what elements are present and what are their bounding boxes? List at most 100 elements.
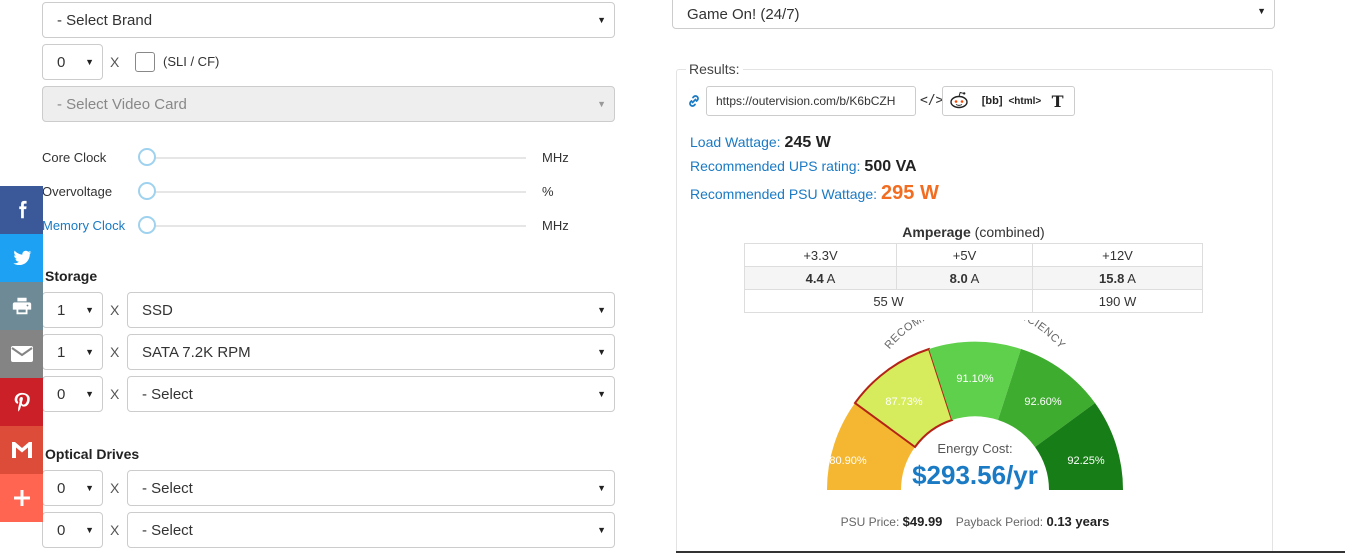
optical-2-qty-select[interactable]: 0 ▼ <box>42 512 103 548</box>
text-button[interactable]: T <box>1051 91 1064 111</box>
storage-3-type-value: - Select <box>142 385 193 403</box>
times-label: X <box>110 344 120 360</box>
chevron-down-icon: ▼ <box>597 483 606 493</box>
storage-1-qty-select[interactable]: 1 ▼ <box>42 292 103 328</box>
share-pinterest-button[interactable] <box>0 378 43 426</box>
chevron-down-icon: ▼ <box>85 525 94 535</box>
gauge-segment-2 <box>853 347 954 449</box>
psu-price-value: $49.99 <box>902 514 943 529</box>
chevron-down-icon: ▼ <box>597 389 606 399</box>
storage-2-qty-value: 1 <box>57 343 66 361</box>
energy-cost-value: $293.56/yr <box>912 460 1038 490</box>
optical-1-type-value: - Select <box>142 479 193 497</box>
chevron-down-icon: ▼ <box>85 483 94 493</box>
share-facebook-button[interactable] <box>0 186 43 234</box>
watts-12v-rail: 190 W <box>1032 289 1203 313</box>
load-wattage-label: Load Wattage: <box>690 134 781 150</box>
brand-select-value: - Select Brand <box>57 11 153 29</box>
chevron-down-icon: ▼ <box>1257 6 1266 16</box>
video-card-select[interactable]: - Select Video Card ▼ <box>42 86 615 122</box>
core-clock-handle[interactable] <box>138 148 156 166</box>
memory-clock-track[interactable] <box>146 225 526 227</box>
sli-checkbox[interactable] <box>135 52 155 72</box>
psu-wattage-value: 295 W <box>881 182 939 204</box>
storage-3-type-select[interactable]: - Select ▼ <box>127 376 615 412</box>
usage-select[interactable]: Game On! (24/7) ▼ <box>672 0 1275 29</box>
ups-rating-label: Recommended UPS rating: <box>690 158 861 174</box>
chevron-down-icon: ▼ <box>597 525 606 535</box>
more-icon <box>13 490 30 506</box>
gauge-label-1: 80.90% <box>829 455 867 467</box>
amp-unit: A <box>970 270 980 286</box>
chevron-down-icon: ▼ <box>85 347 94 357</box>
share-toolbar: [bb] <html> T <box>942 86 1075 116</box>
amperage-table: +3.3V +5V +12V 4.4 A 8.0 A 15.8 A 55 W 1… <box>744 243 1203 313</box>
chevron-down-icon: ▼ <box>85 389 94 399</box>
twitter-icon <box>12 250 32 266</box>
chevron-down-icon: ▼ <box>597 305 606 315</box>
times-label: X <box>110 386 120 402</box>
usage-select-value: Game On! (24/7) <box>687 5 800 23</box>
brand-select[interactable]: - Select Brand ▼ <box>42 2 615 38</box>
share-email-button[interactable] <box>0 330 43 378</box>
embed-code-icon[interactable]: </> <box>920 93 944 108</box>
share-gmail-button[interactable] <box>0 426 43 474</box>
psu-price-row: PSU Price: $49.99 Payback Period: 0.13 y… <box>690 514 1260 529</box>
efficiency-gauge: RECOMMENDED PSU EFFICIENCY 80.90% 87.73%… <box>826 320 1124 490</box>
storage-heading: Storage <box>45 268 98 284</box>
storage-3-qty-select[interactable]: 0 ▼ <box>42 376 103 412</box>
gpu-quantity-select[interactable]: 0 ▼ <box>42 44 103 80</box>
share-more-button[interactable] <box>0 474 43 522</box>
storage-1-type-select[interactable]: SSD ▼ <box>127 292 615 328</box>
rail-5v: +5V <box>896 243 1033 267</box>
overvoltage-track[interactable] <box>146 191 526 193</box>
share-twitter-button[interactable] <box>0 234 43 282</box>
memory-clock-handle[interactable] <box>138 216 156 234</box>
gauge-segment-3 <box>929 341 1021 420</box>
optical-1-type-select[interactable]: - Select ▼ <box>127 470 615 506</box>
amp-12v: 15.8 <box>1099 270 1125 286</box>
share-url-input[interactable]: https://outervision.com/b/K6bCZH <box>706 86 916 116</box>
memory-clock-label[interactable]: Memory Clock <box>42 218 126 233</box>
overvoltage-label: Overvoltage <box>42 184 113 199</box>
energy-cost-label: Energy Cost: <box>937 441 1013 456</box>
gauge-segment-4 <box>998 349 1095 447</box>
chevron-down-icon: ▼ <box>597 15 606 25</box>
reddit-button[interactable] <box>943 90 976 113</box>
payback-label: Payback Period: <box>955 515 1044 529</box>
core-clock-track[interactable] <box>146 157 526 159</box>
optical-1-qty-value: 0 <box>57 479 66 497</box>
load-wattage-value: 245 W <box>784 134 831 151</box>
core-clock-label: Core Clock <box>42 150 107 165</box>
times-label: X <box>110 480 120 496</box>
overvoltage-unit: % <box>542 184 554 199</box>
amp-unit: A <box>826 270 836 286</box>
gauge-segment-5 <box>1035 403 1124 490</box>
core-clock-unit: MHz <box>542 150 569 165</box>
gmail-icon <box>11 442 32 458</box>
chevron-down-icon: ▼ <box>85 57 94 67</box>
optical-1-qty-select[interactable]: 0 ▼ <box>42 470 103 506</box>
gauge-label-4: 92.60% <box>1024 396 1062 408</box>
amp-5v: 8.0 <box>949 270 968 286</box>
reddit-icon <box>950 91 969 108</box>
optical-drives-heading: Optical Drives <box>45 446 140 462</box>
overvoltage-handle[interactable] <box>138 182 156 200</box>
optical-2-type-select[interactable]: - Select ▼ <box>127 512 615 548</box>
storage-1-qty-value: 1 <box>57 301 66 319</box>
chevron-down-icon: ▼ <box>597 347 606 357</box>
storage-2-qty-select[interactable]: 1 ▼ <box>42 334 103 370</box>
amp-cell-5v: 8.0 A <box>896 266 1033 290</box>
print-icon <box>12 297 31 315</box>
bbcode-button[interactable]: [bb] <box>981 95 1003 107</box>
storage-1-type-value: SSD <box>142 301 173 319</box>
psu-wattage-label: Recommended PSU Wattage: <box>690 186 878 202</box>
print-button[interactable] <box>0 282 43 330</box>
payback-value: 0.13 years <box>1046 514 1110 529</box>
pinterest-icon <box>14 392 30 412</box>
sli-label: (SLI / CF) <box>163 54 220 69</box>
storage-2-type-select[interactable]: SATA 7.2K RPM ▼ <box>127 334 615 370</box>
times-label: X <box>110 522 120 538</box>
html-code-button[interactable]: <html> <box>1008 95 1042 107</box>
share-url-value: https://outervision.com/b/K6bCZH <box>716 94 896 108</box>
